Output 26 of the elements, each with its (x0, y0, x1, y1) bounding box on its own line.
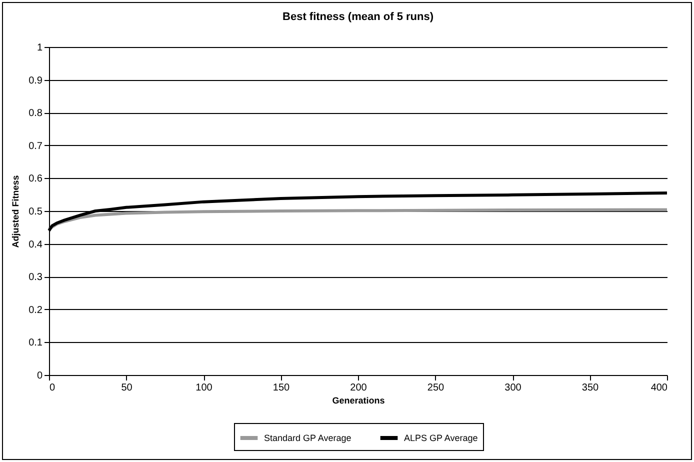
legend-label: ALPS GP Average (404, 433, 478, 443)
y-tick-label: 0.2 (28, 304, 43, 316)
y-axis-title: Adjusted Fitness (10, 175, 21, 248)
x-tick-label: 250 (427, 382, 445, 394)
x-tick-label: 100 (196, 382, 213, 394)
y-tick-label: 0.1 (28, 338, 43, 349)
legend-label: Standard GP Average (264, 433, 352, 443)
x-tick-label: 400 (650, 382, 668, 394)
y-tick-label: 0.9 (28, 75, 43, 86)
y-tick-label: 0.7 (28, 140, 43, 152)
y-tick-label: 0 (36, 370, 43, 382)
chart-title: Best fitness (mean of 5 runs) (282, 11, 434, 23)
y-tick-label: 0.5 (28, 206, 43, 218)
y-tick-label: 0.3 (28, 272, 43, 284)
y-tick-label: 1 (36, 42, 43, 54)
line-series (48, 208, 668, 231)
x-tick-label: 50 (121, 382, 133, 394)
x-tick-label: 200 (350, 382, 368, 394)
x-tick-label: 0 (50, 382, 56, 394)
x-tick-label: 350 (582, 382, 600, 394)
y-tick-label: 0.6 (28, 174, 43, 185)
y-tick-label: 0.8 (28, 108, 43, 120)
x-tick-label: 300 (504, 382, 522, 394)
y-tick-label: 0.4 (28, 239, 43, 250)
x-axis-title: Generations (332, 396, 385, 406)
x-tick-label: 150 (272, 382, 290, 394)
